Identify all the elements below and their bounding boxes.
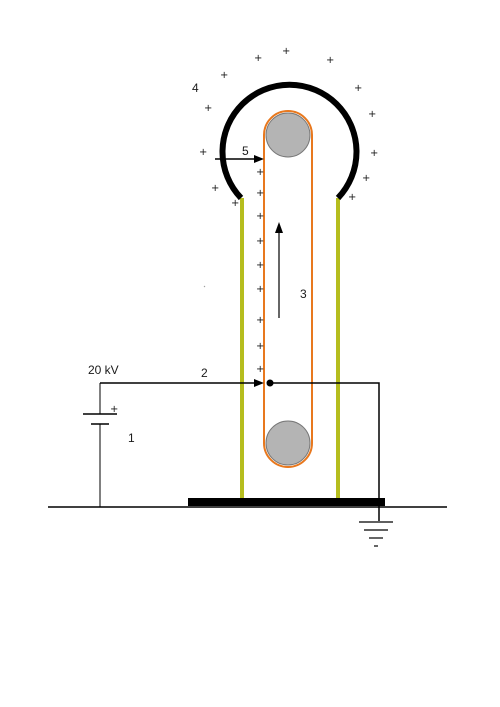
feed-wire-arrowhead <box>254 379 264 387</box>
charge-plus: + <box>348 192 356 203</box>
charge-plus: + <box>211 183 219 194</box>
earth-wire <box>270 382 380 521</box>
charge-plus: + <box>370 148 378 159</box>
charge-plus: + <box>254 53 262 64</box>
label-3: 3 <box>300 287 307 301</box>
bottom-pulley <box>265 420 311 466</box>
label-1: 1 <box>128 431 135 445</box>
ground-symbol <box>359 521 393 547</box>
charge-plus: + <box>362 173 370 184</box>
label-5: 5 <box>242 144 249 158</box>
top-pulley <box>265 112 311 158</box>
charge-plus: + <box>231 198 239 209</box>
battery-plus-sign: + <box>110 404 118 415</box>
charge-plus: + <box>256 260 264 271</box>
belt-charges: + + + + + + + + + <box>256 167 264 375</box>
charge-plus: + <box>368 109 376 120</box>
charge-plus: + <box>220 70 228 81</box>
charge-plus: + <box>256 284 264 295</box>
stray-mark <box>203 285 206 288</box>
battery <box>83 383 117 507</box>
charge-plus: + <box>256 341 264 352</box>
charge-plus: + <box>282 46 290 57</box>
charge-plus: + <box>256 315 264 326</box>
label-voltage: 20 kV <box>88 363 119 377</box>
dome <box>219 81 360 201</box>
label-4: 4 <box>192 81 199 95</box>
charge-plus: + <box>326 55 334 66</box>
dome-charges: + + + + + + + + + + + + + <box>199 46 378 209</box>
charge-plus: + <box>199 147 207 158</box>
charge-plus: + <box>256 364 264 375</box>
charge-plus: + <box>354 83 362 94</box>
charge-plus: + <box>256 211 264 222</box>
charge-plus: + <box>256 188 264 199</box>
charge-plus: + <box>256 167 264 178</box>
belt-direction-arrowhead <box>275 222 283 233</box>
charge-plus: + <box>204 103 212 114</box>
base-plate <box>188 498 385 506</box>
label-2: 2 <box>201 366 208 380</box>
upper-comb-arrowhead <box>254 155 264 163</box>
belt <box>263 110 313 468</box>
charge-plus: + <box>256 236 264 247</box>
